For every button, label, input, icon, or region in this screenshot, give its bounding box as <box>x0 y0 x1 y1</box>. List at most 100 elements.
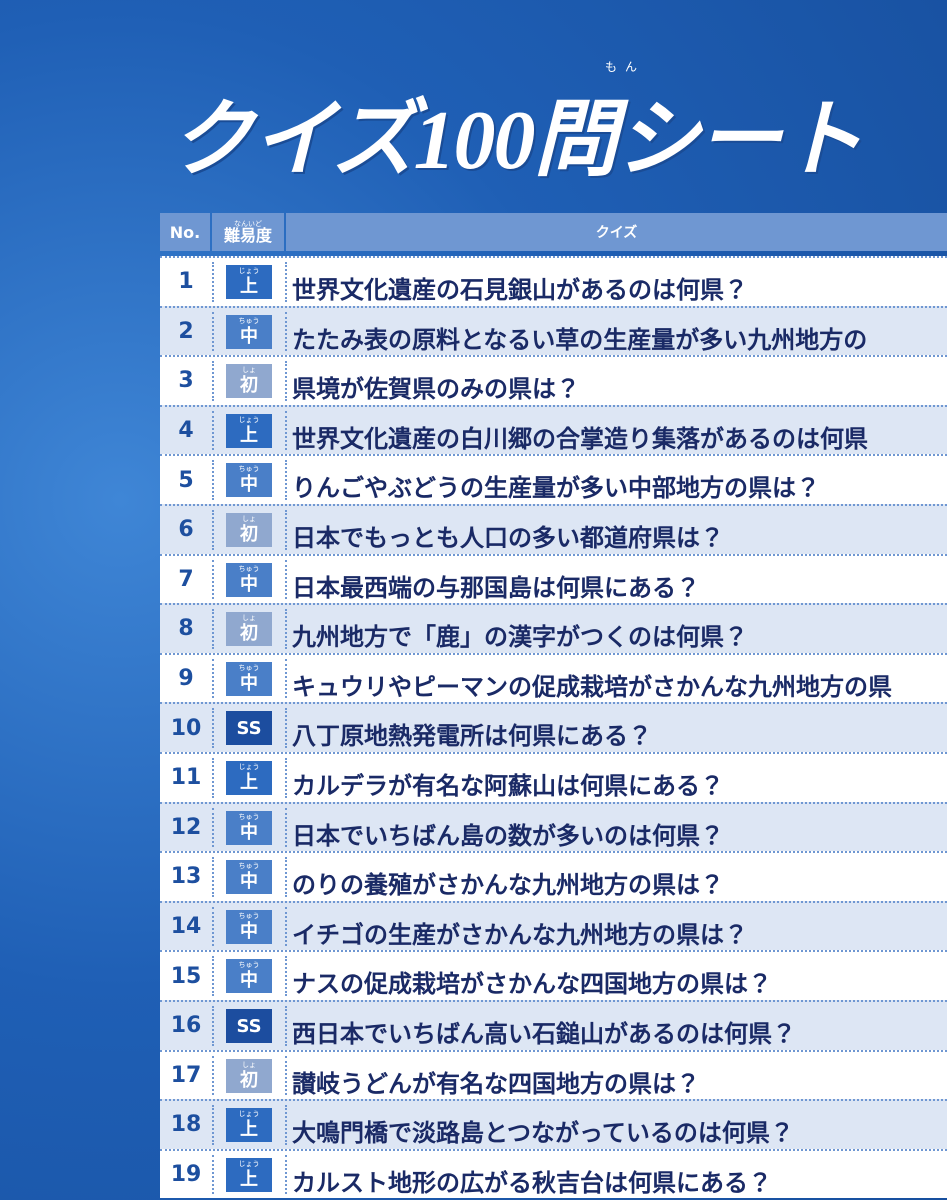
difficulty-ruby: ちゅう <box>238 465 260 474</box>
difficulty-badge: じょう上 <box>226 413 272 448</box>
question: 世界文化遺産の石見銀山があるのは何県？ <box>292 276 748 304</box>
table-row: 16 SS 西日本でいちばん高い石鎚山があるのは何県？ <box>160 1000 947 1050</box>
row-number: 3 <box>178 368 194 394</box>
separator <box>212 262 214 302</box>
difficulty-badge: ちゅう中 <box>226 562 272 597</box>
table-row: 7 ちゅう中日本最西端の与那国島は何県にある？ <box>160 553 947 604</box>
difficulty-label: 上 <box>240 276 258 297</box>
question: 日本最西端の与那国島は何県にある？ <box>292 573 700 602</box>
table-row: 8 しょ初九州地方で「鹿」の漢字がつくのは何県？ <box>160 603 947 653</box>
difficulty-label: 初 <box>240 623 258 645</box>
row-number: 4 <box>178 418 194 444</box>
difficulty-ruby: ちゅう <box>238 316 260 325</box>
separator <box>212 1055 214 1096</box>
difficulty-badge: しょ初 <box>226 364 272 399</box>
row-number: 11 <box>170 765 202 791</box>
table-row: 12 ちゅう中日本でいちばん島の数が多いのは何県？ <box>160 801 947 852</box>
question: 八丁原地熱発電所は何県にある？ <box>292 722 652 751</box>
difficulty-label: 中 <box>240 573 258 595</box>
difficulty-ruby: ちゅう <box>238 862 260 871</box>
separator <box>285 361 287 401</box>
difficulty-ruby: じょう <box>238 415 260 424</box>
difficulty-badge: じょう上 <box>226 265 272 299</box>
separator <box>285 609 287 649</box>
question: 讃岐うどんが有名な四国地方の県は？ <box>292 1069 700 1098</box>
row-number: 15 <box>170 963 202 989</box>
question: 大鳴門橋で淡路島とつながっているのは何県？ <box>292 1119 794 1148</box>
difficulty-ruby: しょ <box>242 515 256 523</box>
row-number: 16 <box>170 1013 202 1039</box>
separator <box>285 758 287 798</box>
question: 世界文化遺産の白川郷の合掌造り集落があるのは何県 <box>292 424 868 453</box>
difficulty-badge: ちゅう中 <box>226 959 272 994</box>
difficulty-badge: じょう上 <box>226 761 272 795</box>
separator <box>212 1105 214 1145</box>
difficulty-ruby: ちゅう <box>238 911 260 920</box>
row-number: 7 <box>178 566 194 592</box>
difficulty-ruby: じょう <box>238 1159 260 1168</box>
difficulty-label: 初 <box>240 524 258 545</box>
question: たたみ表の原料となるい草の生産量が多い九州地方の <box>292 325 868 354</box>
separator <box>212 609 214 649</box>
difficulty-label: 中 <box>240 325 258 347</box>
difficulty-ruby: ちゅう <box>238 564 260 573</box>
difficulty-ruby: ちゅう <box>238 961 260 970</box>
difficulty-badge: じょう上 <box>226 1157 272 1192</box>
table-row: 13 ちゅう中のりの養殖がさかんな九州地方の県は？ <box>160 851 947 901</box>
row-number: 12 <box>170 814 202 840</box>
difficulty-label: SS <box>236 717 262 739</box>
difficulty-badge: ちゅう中 <box>226 314 272 349</box>
header-ruby: なんいど <box>234 219 262 228</box>
separator <box>285 460 287 500</box>
table-row: 4 じょう上世界文化遺産の白川郷の合掌造り集落があるのは何県 <box>160 404 947 455</box>
difficulty-label: 中 <box>240 474 258 496</box>
separator <box>212 559 214 600</box>
title: クイズ100問シート <box>170 94 863 187</box>
row-number: 6 <box>178 517 194 543</box>
separator <box>285 1006 287 1046</box>
table-row: 14 ちゅう中イチゴの生産がさかんな九州地方の県は？ <box>160 900 947 951</box>
separator <box>212 708 214 748</box>
table-row: 17 しょ初讃岐うどんが有名な四国地方の県は？ <box>160 1049 947 1100</box>
difficulty-label: 上 <box>240 1119 258 1141</box>
row-number: 10 <box>170 715 202 741</box>
difficulty-ruby: じょう <box>238 1110 260 1119</box>
separator <box>212 1154 214 1195</box>
difficulty-badge: ちゅう中 <box>226 810 272 845</box>
difficulty-label: 中 <box>240 871 258 893</box>
question: ナスの促成栽培がさかんな四国地方の県は？ <box>292 970 772 999</box>
table-row: 15 ちゅう中ナスの促成栽培がさかんな四国地方の県は？ <box>160 950 947 1000</box>
table-row: 11 じょう上カルデラが有名な阿蘇山は何県にある？ <box>160 752 947 802</box>
question: キュウリやピーマンの促成栽培がさかんな九州地方の県 <box>292 672 892 701</box>
separator <box>285 807 287 848</box>
row-number: 1 <box>178 269 194 295</box>
row-number: 2 <box>178 318 194 344</box>
question: カルデラが有名な阿蘇山は何県にある？ <box>292 772 724 800</box>
difficulty-ruby: ちゅう <box>238 663 260 672</box>
difficulty-label: 上 <box>240 424 258 446</box>
separator <box>285 956 287 996</box>
difficulty-label: 初 <box>240 375 258 397</box>
difficulty-label: 中 <box>240 970 258 992</box>
separator <box>212 857 214 897</box>
table-row: 9 ちゅう中キュウリやピーマンの促成栽培がさかんな九州地方の県 <box>160 652 947 703</box>
header-no: No. <box>160 213 210 251</box>
separator <box>212 410 214 451</box>
row-number: 17 <box>170 1062 202 1088</box>
question: カルスト地形の広がる秋吉台は何県にある？ <box>292 1168 772 1197</box>
difficulty-badge: SS <box>226 1009 272 1043</box>
difficulty-badge: ちゅう中 <box>226 463 272 498</box>
table-row: 19 じょう上カルスト地形の広がる秋吉台は何県にある？ <box>160 1148 947 1199</box>
separator <box>285 708 287 748</box>
difficulty-ruby: じょう <box>238 267 260 275</box>
header-quiz: クイズ <box>286 213 947 251</box>
difficulty-badge: ちゅう中 <box>226 909 272 944</box>
row-number: 19 <box>170 1162 202 1188</box>
separator <box>285 1154 287 1195</box>
difficulty-label: 初 <box>240 1069 258 1091</box>
question: 県境が佐賀県のみの県は？ <box>292 375 580 404</box>
separator <box>285 857 287 897</box>
separator <box>212 1006 214 1046</box>
difficulty-ruby: ちゅう <box>238 812 260 821</box>
